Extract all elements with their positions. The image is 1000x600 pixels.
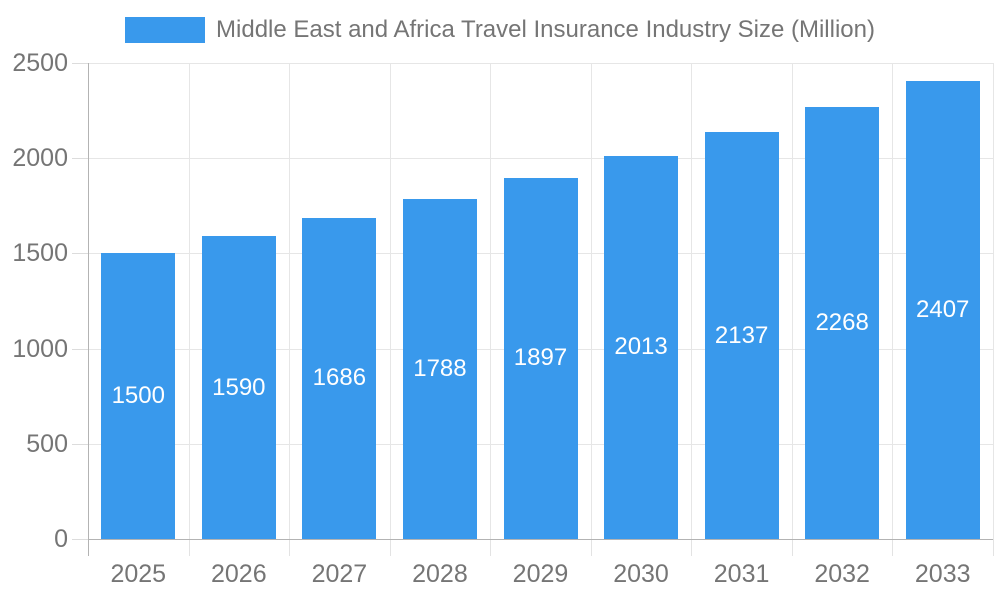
y-gridline [88, 63, 993, 64]
bar-value-label: 1897 [513, 344, 568, 372]
legend-swatch [125, 17, 206, 43]
y-tick-label: 0 [54, 525, 68, 553]
bar-value-label: 2137 [714, 321, 769, 349]
bar-2026: 1590 [201, 236, 276, 539]
bar-2030: 2013 [604, 155, 679, 539]
bar-2031: 2137 [704, 132, 779, 539]
x-tick-label-2025: 2025 [110, 560, 167, 588]
y-gridline [88, 158, 993, 160]
x-axis-tick [791, 539, 793, 556]
x-tick-label-2030: 2030 [613, 560, 669, 588]
x-tick-label-2031: 2031 [713, 560, 770, 588]
y-tick-label: 1500 [12, 239, 68, 268]
x-gridline [188, 63, 190, 539]
x-tick-label-2028: 2028 [412, 560, 468, 588]
x-tick-label-2032: 2032 [814, 560, 870, 588]
y-tick-label: 500 [26, 429, 68, 458]
x-axis-tick [590, 539, 592, 556]
x-axis-tick [490, 539, 492, 556]
x-gridline [691, 63, 693, 539]
bar-value-label: 1686 [312, 364, 367, 392]
bar-value-label: 2407 [916, 295, 970, 323]
bar-value-label: 2013 [614, 333, 668, 361]
x-axis-tick [289, 539, 291, 556]
y-axis-tick [72, 253, 88, 255]
y-tick-label: 2000 [12, 144, 68, 173]
x-gridline [892, 63, 894, 539]
bar-value-label: 2268 [815, 309, 869, 337]
y-axis-tick [72, 158, 88, 160]
y-axis-tick [72, 539, 88, 540]
x-gridline [590, 63, 592, 539]
x-tick-label-2029: 2029 [512, 560, 569, 588]
x-gridline [389, 63, 391, 539]
y-axis-line [88, 63, 89, 556]
bar-2028: 1788 [402, 198, 477, 539]
x-tick-label-2033: 2033 [914, 560, 971, 588]
y-axis-tick [72, 63, 88, 64]
y-tick-label: 1000 [12, 334, 68, 363]
bar-2033: 2407 [905, 80, 980, 539]
bar-2027: 1686 [302, 217, 377, 539]
bar-2032: 2268 [805, 107, 880, 539]
legend-label: Middle East and Africa Travel Insurance … [216, 16, 875, 43]
x-axis-tick [993, 539, 994, 556]
y-axis-tick [72, 443, 88, 445]
bar-value-label: 1590 [212, 373, 266, 401]
x-gridline [490, 63, 492, 539]
x-gridline [289, 63, 291, 539]
bar-value-label: 1500 [111, 382, 165, 410]
x-axis-line [88, 539, 993, 540]
x-gridline [791, 63, 793, 539]
legend-item[interactable]: Middle East and Africa Travel Insurance … [0, 16, 1000, 44]
x-axis-tick [691, 539, 693, 556]
x-tick-label-2027: 2027 [311, 560, 368, 588]
x-gridline [993, 63, 994, 539]
x-tick-label-2026: 2026 [211, 560, 267, 588]
bar-value-label: 1788 [413, 354, 467, 382]
y-tick-label: 2500 [12, 49, 68, 77]
bar-2025: 1500 [101, 253, 176, 539]
x-axis-tick [188, 539, 190, 556]
x-axis-tick [389, 539, 391, 556]
y-axis-tick [72, 348, 88, 350]
bar-2029: 1897 [503, 177, 578, 539]
x-axis-tick [892, 539, 894, 556]
